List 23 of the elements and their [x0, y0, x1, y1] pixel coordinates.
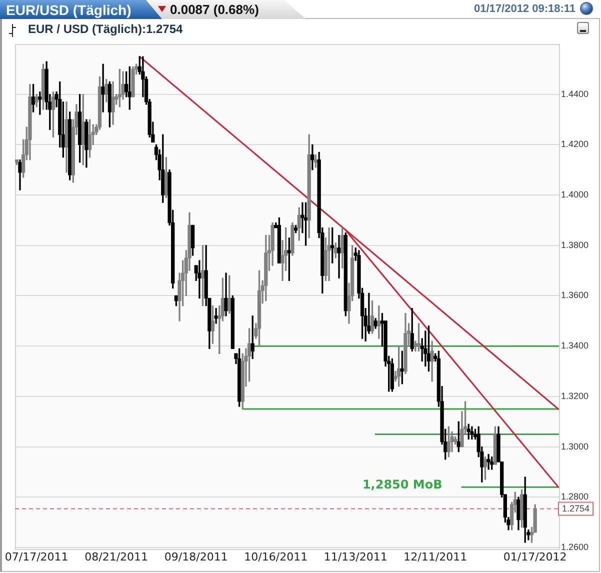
chart-subtitle: EUR / USD (Täglich):1.2754 [28, 22, 183, 36]
y-tick-label: 1.4400 [561, 88, 589, 99]
annotation: 1,2850 MoB [362, 477, 442, 492]
y-tick-label: 1.4200 [561, 139, 589, 150]
x-tick-label: 12/11/2011 [404, 550, 468, 564]
x-tick-label: 01/17/2012 [503, 550, 567, 564]
y-tick-label: 1.3400 [561, 340, 589, 351]
y-tick-label: 1.4000 [561, 190, 589, 200]
y-tick-label: 1.3800 [561, 240, 589, 250]
x-tick-label: 09/18/2011 [164, 550, 228, 564]
x-tick-label: 10/16/2011 [244, 550, 308, 564]
x-tick-label: 08/21/2011 [84, 550, 148, 564]
y-tick-label: 1.3200 [561, 390, 589, 401]
ref-line-label: 1.2754 [562, 504, 590, 514]
x-tick-label: 07/17/2011 [4, 550, 68, 564]
y-tick-label: 1.2600 [561, 542, 589, 552]
x-tick-label: 11/13/2011 [324, 550, 388, 564]
y-tick-label: 1.3000 [561, 441, 589, 452]
y-tick-label: 1.2800 [561, 492, 589, 502]
y-tick-label: 1.3600 [561, 290, 589, 300]
text: 01/17/2012 09:18:11 [474, 3, 576, 16]
chart-title: EUR/USD (Täglich) [6, 1, 132, 19]
text: 0.0087 (0.68%) [170, 1, 259, 18]
